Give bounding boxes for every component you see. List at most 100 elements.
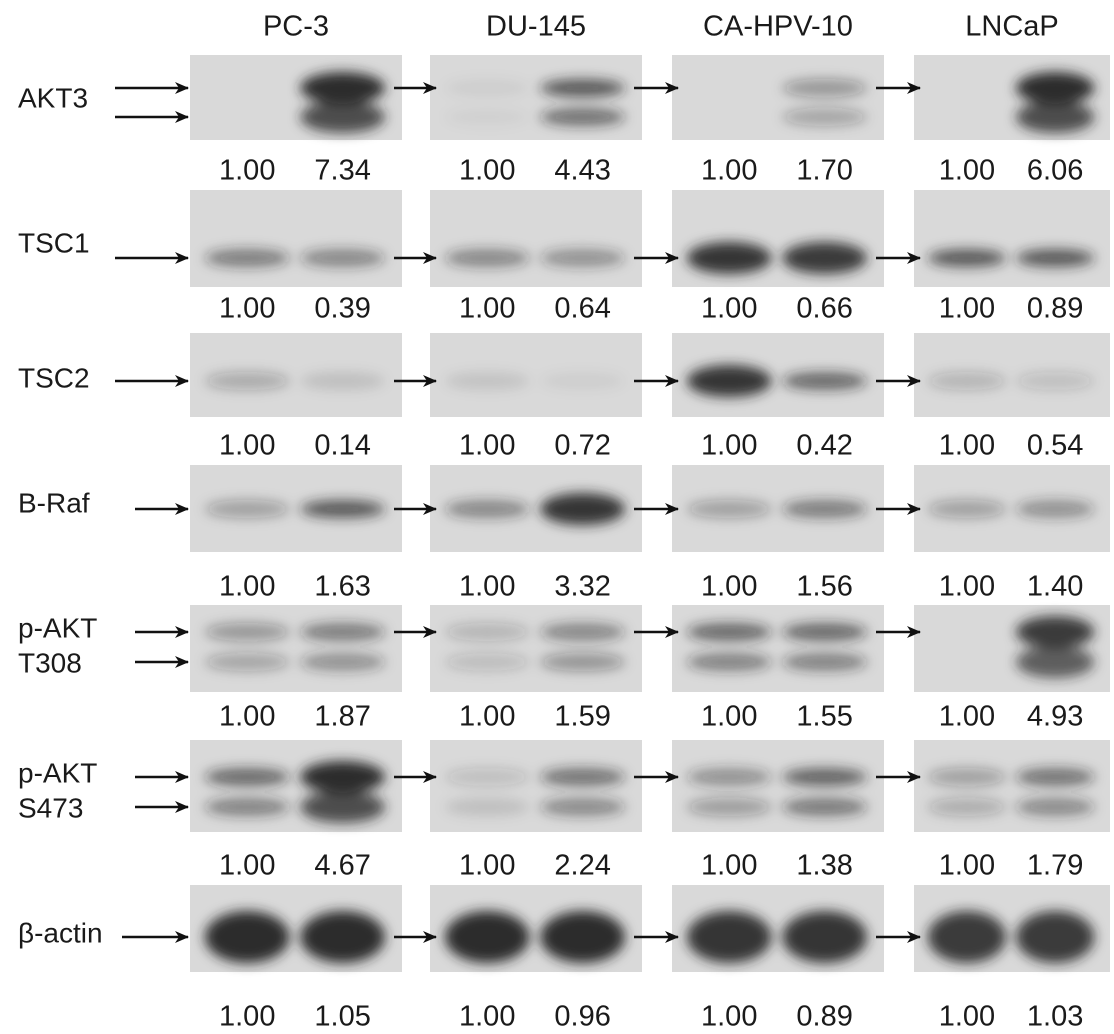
bands — [686, 623, 868, 671]
band — [1015, 101, 1095, 133]
band — [204, 911, 290, 963]
blot-panel — [672, 190, 884, 287]
column-header: DU-145 — [486, 11, 586, 43]
band — [927, 798, 1007, 816]
band — [444, 768, 530, 786]
quantification: 1.00 — [459, 850, 515, 882]
blot-panel — [430, 740, 642, 832]
band — [204, 798, 290, 816]
quantification: 1.40 — [1027, 571, 1083, 603]
quantification: 4.67 — [314, 850, 370, 882]
quantification: 1.00 — [219, 293, 275, 325]
quantification: 0.39 — [314, 293, 370, 325]
band — [300, 249, 386, 267]
quantification: 1.00 — [701, 1001, 757, 1033]
band — [540, 249, 626, 267]
quantification: 1.00 — [701, 430, 757, 462]
bands — [204, 500, 386, 518]
bands — [204, 911, 386, 963]
bands — [444, 79, 626, 126]
row-label: S473 — [18, 792, 83, 823]
band — [300, 911, 386, 963]
quantification: 0.89 — [1027, 293, 1083, 325]
quantification: 1.00 — [701, 155, 757, 187]
quantification: 1.00 — [701, 293, 757, 325]
band — [686, 623, 772, 641]
blot-panel — [430, 605, 642, 692]
band — [686, 500, 772, 518]
band — [300, 653, 386, 671]
quantification: 0.96 — [554, 1001, 610, 1033]
band — [782, 372, 868, 390]
band — [444, 108, 530, 126]
quantification: 1.00 — [459, 293, 515, 325]
band — [444, 500, 530, 518]
quantification: 1.55 — [796, 701, 852, 733]
column-header: PC-3 — [263, 11, 329, 43]
band — [204, 653, 290, 671]
quantification: 1.87 — [314, 701, 370, 733]
bands — [204, 372, 386, 390]
quantification: 1.00 — [459, 1001, 515, 1033]
band — [540, 768, 626, 786]
band — [444, 623, 530, 641]
quantification: 1.00 — [939, 850, 995, 882]
bands — [927, 249, 1095, 267]
row-label: TSC2 — [18, 362, 90, 393]
band — [204, 372, 290, 390]
quantification: 1.00 — [459, 430, 515, 462]
band — [540, 108, 626, 126]
quantification: 0.54 — [1027, 430, 1083, 462]
bands — [686, 242, 868, 274]
band — [540, 493, 626, 525]
blot-panel — [430, 190, 642, 287]
quantification: 1.05 — [314, 1001, 370, 1033]
band — [686, 365, 772, 397]
band — [927, 500, 1007, 518]
bands — [444, 768, 626, 816]
band — [782, 500, 868, 518]
band — [782, 623, 868, 641]
quantification: 0.72 — [554, 430, 610, 462]
quantification: 0.64 — [554, 293, 610, 325]
quantification: 1.00 — [459, 155, 515, 187]
column-header: LNCaP — [965, 11, 1059, 43]
band — [204, 500, 290, 518]
row-label: β-actin — [18, 917, 103, 948]
blot-panel — [430, 55, 642, 140]
quantification: 1.00 — [939, 155, 995, 187]
band — [444, 911, 530, 963]
bands — [686, 365, 868, 397]
quantification: 1.56 — [796, 571, 852, 603]
band — [927, 372, 1007, 390]
bands — [782, 79, 868, 126]
blot-panel — [672, 740, 884, 832]
bands — [204, 761, 386, 823]
row-label: AKT3 — [18, 82, 88, 113]
row-label: T308 — [18, 647, 82, 678]
band — [444, 798, 530, 816]
bands — [300, 72, 386, 133]
bands — [444, 493, 626, 525]
quantification: 1.00 — [939, 701, 995, 733]
column-header: CA-HPV-10 — [703, 11, 853, 43]
band — [540, 79, 626, 97]
quantification: 1.00 — [939, 571, 995, 603]
band — [1015, 646, 1095, 678]
quantification: 1.70 — [796, 155, 852, 187]
band — [782, 768, 868, 786]
band — [927, 249, 1007, 267]
band — [300, 761, 386, 793]
row-label: B-Raf — [18, 487, 90, 518]
band — [444, 653, 530, 671]
band — [1015, 249, 1095, 267]
quantification: 1.00 — [701, 701, 757, 733]
band — [300, 791, 386, 823]
quantification: 0.14 — [314, 430, 370, 462]
bands — [204, 623, 386, 671]
row-label: TSC1 — [18, 227, 90, 258]
bands — [927, 768, 1095, 816]
bands — [686, 500, 868, 518]
band — [444, 79, 530, 97]
quantification: 1.38 — [796, 850, 852, 882]
